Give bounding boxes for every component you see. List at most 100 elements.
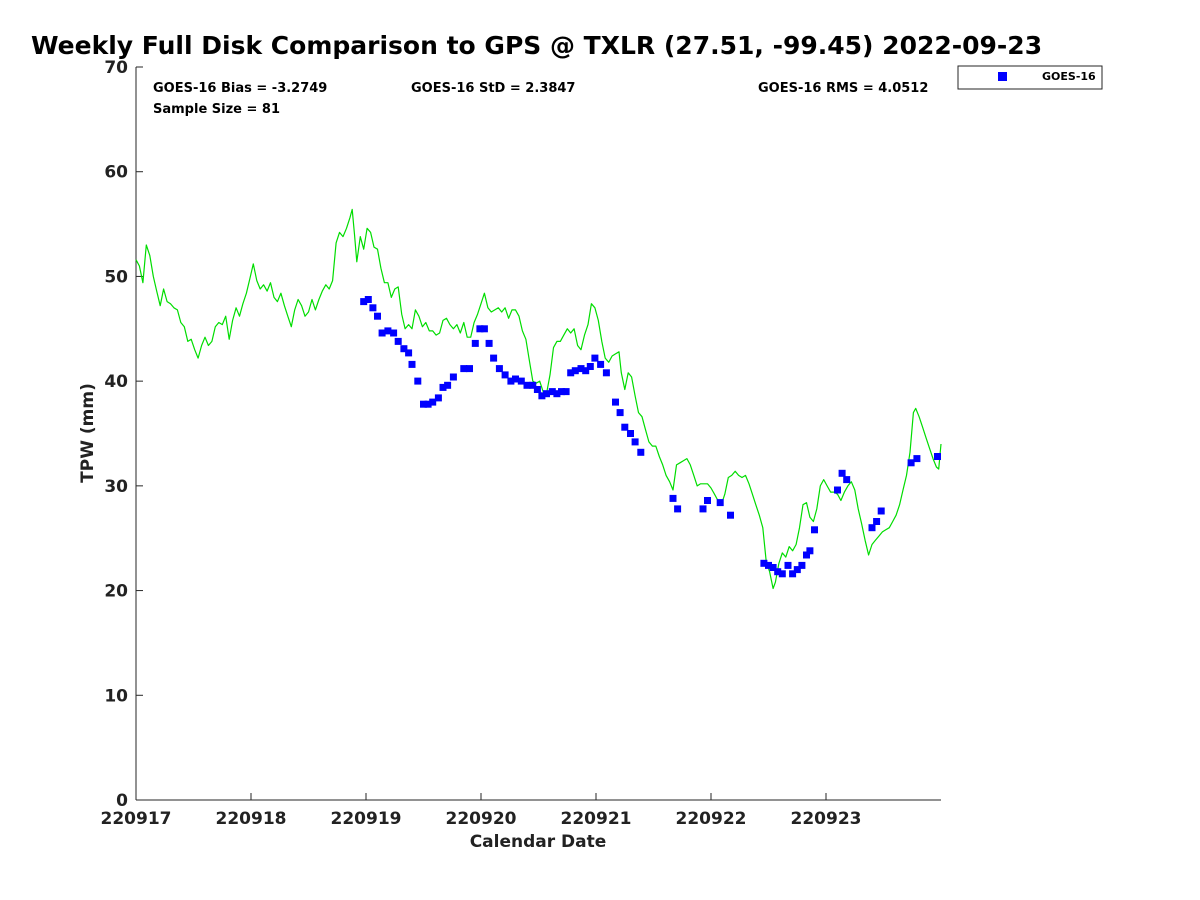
axes [135,67,941,801]
goes-16-point [429,398,437,406]
goes-16-point [495,365,503,373]
goes-16-point [612,398,619,406]
goes-16-point [727,511,734,519]
x-tick-label: 220917 [101,809,172,829]
goes-16-point [637,448,645,456]
goes-16-point [704,497,711,504]
gps-series [135,208,942,590]
goes-16-point [374,312,381,320]
goes-16-point [523,381,531,389]
goes-16-point [471,339,479,347]
goes-16-point [490,354,498,362]
goes-16-point [434,394,442,402]
goes-16-point [369,304,377,312]
goes-16-point [674,505,682,513]
x-ticks: 220917 220918 220919 220920 220921 220922 2209… [101,793,862,829]
goes-16-point [394,337,402,345]
goes-16-point [553,390,561,398]
chart-title: Weekly Full Disk Comparison to GPS @ TXL… [31,31,1042,60]
goes-16-point [803,551,810,559]
sample-size-annotation: Sample Size = 81 [153,102,280,117]
goes-16-point [414,377,422,385]
goes-16-point [838,469,846,477]
goes-16-point [716,499,724,507]
goes-16-point [480,325,488,333]
legend-label-goes-16: GOES-16 [1042,70,1096,83]
y-tick-label: 40 [104,372,128,392]
x-tick-label: 220918 [216,809,287,829]
y-ticks: 0 10 20 30 40 50 60 70 [104,58,143,811]
goes-16-point [834,486,841,494]
goes-16-point [631,438,639,446]
goes-16-point [390,329,398,337]
goes-16-point [913,455,921,463]
goes-16-point [548,388,556,396]
goes-16-point [501,371,509,379]
goes-16-point [538,392,546,400]
y-tick-label: 60 [104,163,128,183]
x-tick-label: 220923 [791,809,862,829]
goes-16-point [582,367,590,375]
goes-16-point [562,388,570,396]
goes-16-point [621,423,629,431]
std-annotation: GOES-16 StD = 2.3847 [411,81,575,96]
bias-annotation: GOES-16 Bias = -3.2749 [153,81,327,96]
goes-16-point [868,524,876,532]
x-tick-label: 220920 [446,809,517,829]
goes-16-point [586,363,594,370]
goes-16-point [400,345,408,353]
goes-16-point [444,381,452,389]
stats-annotations: GOES-16 Bias = -3.2749 GOES-16 StD = 2.3… [153,81,928,117]
goes-16-point [934,453,941,460]
gps-line [135,208,942,590]
goes-16-series [360,296,941,578]
goes-16-point [774,568,782,576]
goes-16-point [384,327,392,335]
legend: GOES-16 [957,65,1103,90]
goes-16-point [798,561,806,569]
x-tick-label: 220922 [676,809,747,829]
goes-16-point [558,388,565,396]
goes-16-point [811,526,818,534]
goes-16-point [378,329,386,337]
x-tick-label: 220919 [331,809,402,829]
y-tick-label: 20 [104,582,128,602]
goes-16-point [602,369,610,377]
goes-16-point [364,296,372,303]
y-tick-label: 0 [116,791,128,811]
goes-16-point [476,325,484,333]
goes-16-point [765,561,772,569]
y-tick-label: 30 [104,477,128,497]
goes-16-point [627,430,634,437]
goes-16-point [597,360,605,368]
y-tick-label: 70 [104,58,128,78]
goes-16-point [466,365,473,373]
goes-16-point [507,377,515,385]
goes-16-point [616,409,624,417]
goes-16-point [449,373,457,381]
x-tick-label: 220921 [561,809,632,829]
legend-box [957,65,1103,90]
goes-16-point [408,360,416,368]
y-tick-label: 10 [104,686,128,706]
goes-16-point [533,386,541,393]
goes-16-point [485,339,493,347]
goes-16-point [769,564,777,571]
goes-16-point [793,566,801,574]
goes-16-point [439,383,447,391]
goes-16-point [873,518,881,525]
goes-16-point [843,476,851,484]
goes-16-point [567,369,575,377]
goes-16-point [669,494,677,502]
legend-marker-goes-16 [998,72,1007,81]
goes-16-point [460,365,468,373]
goes-16-point [517,377,525,385]
goes-16-point [591,354,599,362]
goes-16-point [760,559,768,567]
goes-16-point [543,390,550,398]
y-axis-label: TPW (mm) [78,383,98,483]
goes-16-point [571,367,579,375]
goes-16-point [877,507,885,515]
